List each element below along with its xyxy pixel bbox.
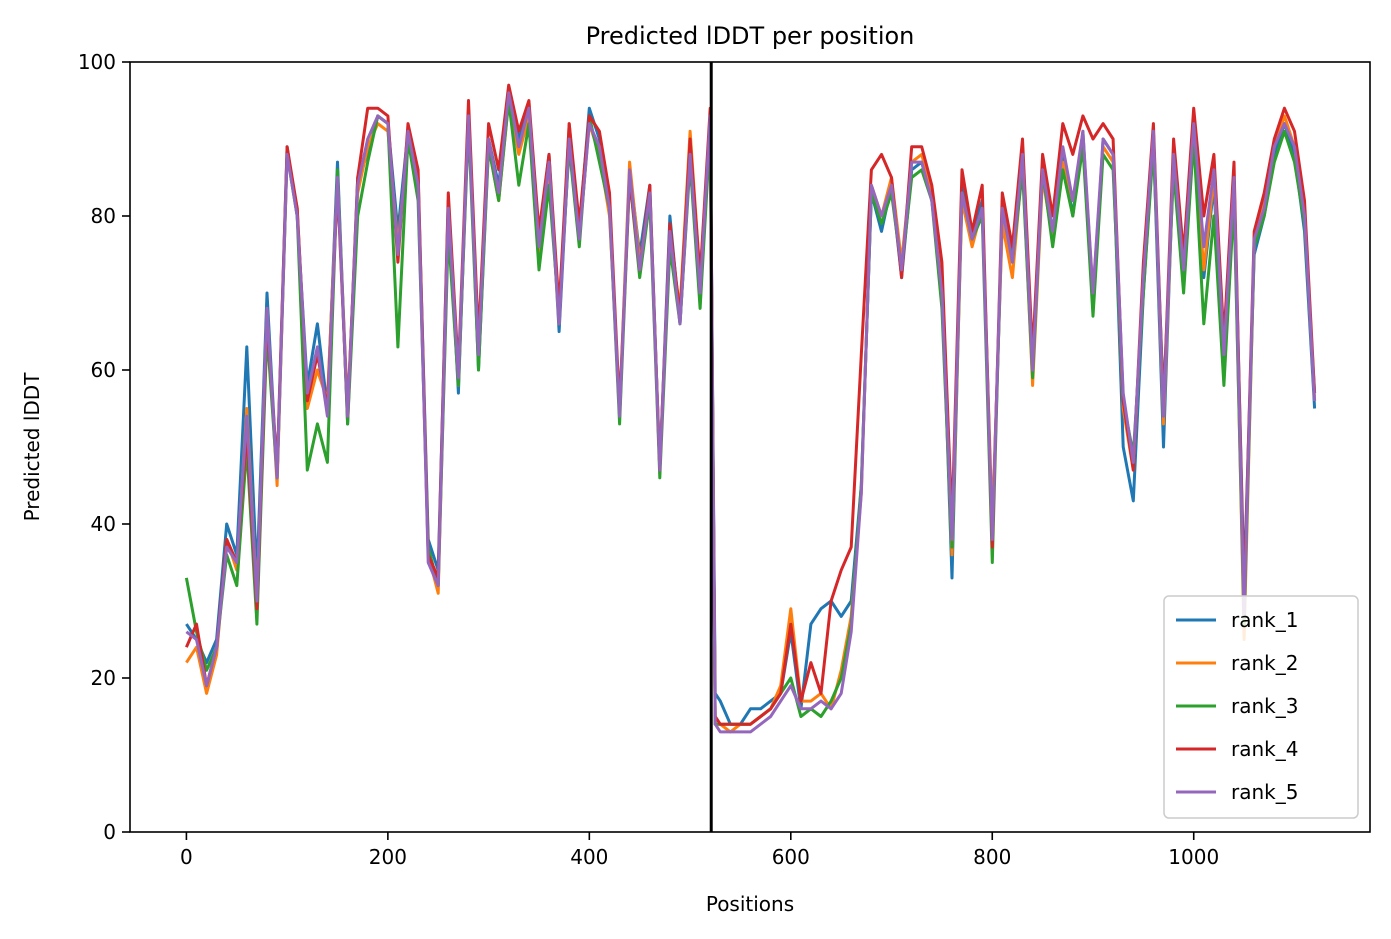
plot-area: 0 200 400 600 800 1000 0 20 40 60 80 100 [78,50,1371,869]
y-tick-label: 20 [91,666,116,690]
y-tick-label: 40 [91,512,116,536]
plot-frame [129,61,1371,833]
y-tick-label: 0 [103,820,116,844]
legend-label-rank-1: rank_1 [1231,608,1298,632]
y-tick-label: 60 [91,358,116,382]
x-tick-label: 0 [180,845,193,869]
x-axis-label: Positions [706,892,794,916]
y-tick-label: 80 [91,204,116,228]
x-tick-label: 400 [570,845,608,869]
x-tick-label: 1000 [1168,845,1219,869]
x-tick-label: 600 [772,845,810,869]
legend-label-rank-4: rank_4 [1231,737,1298,761]
legend-box [1163,595,1359,819]
series-line-rank-5 [185,91,1317,734]
legend-label-rank-5: rank_5 [1231,780,1298,804]
series-line-rank-4 [185,83,1317,726]
series-line-rank-1 [185,91,1317,726]
chart-title: Predicted lDDT per position [586,22,915,50]
y-tick-label: 100 [78,50,116,74]
x-tick-label: 200 [369,845,407,869]
legend-label-rank-3: rank_3 [1231,694,1298,718]
y-axis-label: Predicted lDDT [20,372,44,522]
legend-label-rank-2: rank_2 [1231,651,1298,675]
series-lines [184,83,1317,734]
x-tick-label: 800 [973,845,1011,869]
legend: rank_1 rank_2 rank_3 rank_4 rank_5 [1163,595,1359,819]
